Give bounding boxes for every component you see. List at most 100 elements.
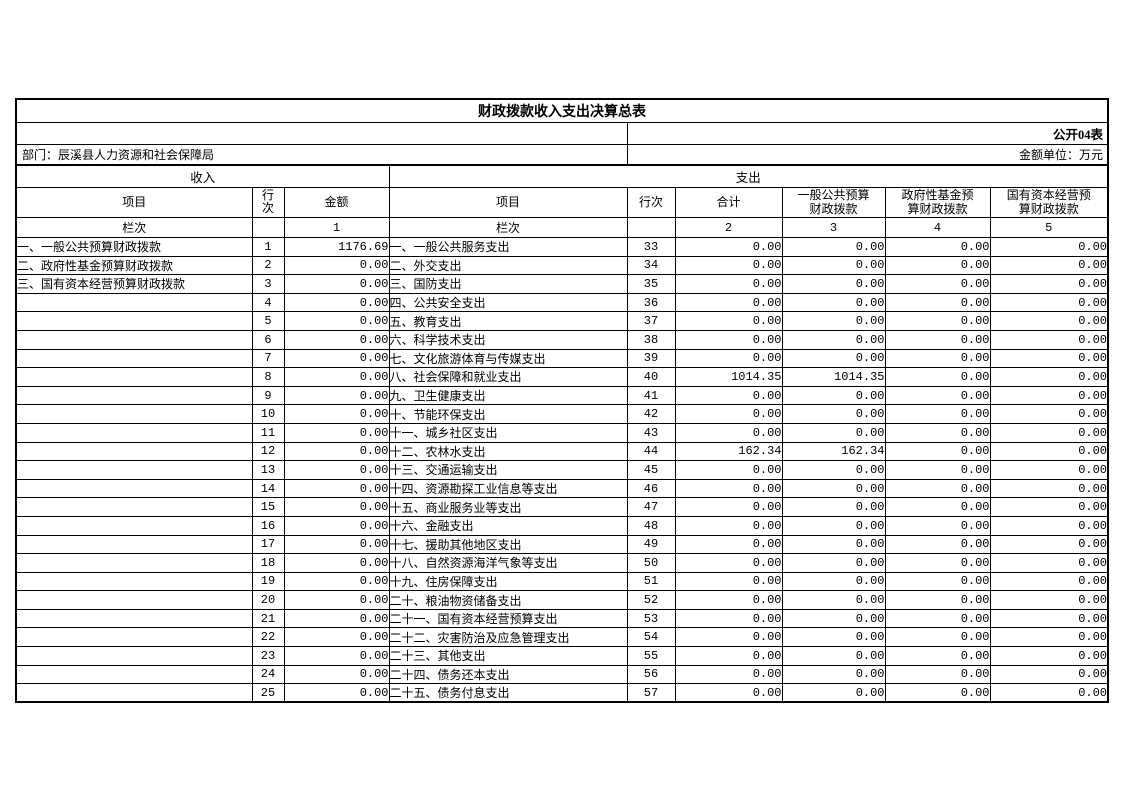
expenditure-section-header: 支出 [388, 164, 1109, 188]
income-amount-cell: 0.00 [283, 385, 390, 406]
expenditure-general-cell: 0.00 [781, 422, 886, 443]
expenditure-statecapital-header-label: 国有资本经营预算财政拨款 [1006, 188, 1091, 216]
income-amount-cell: 0.00 [283, 329, 390, 350]
income-item-cell [15, 571, 253, 592]
expenditure-item-cell: 二十、粮油物资储备支出 [388, 590, 628, 610]
income-amount-cell: 0.00 [283, 292, 390, 313]
expenditure-item-cell: 二、外交支出 [388, 255, 628, 276]
income-amount-cell: 0.00 [283, 367, 390, 387]
expenditure-govfund-cell: 0.00 [884, 274, 991, 294]
income-item-cell [15, 329, 253, 350]
table-row: 14 0.00 十四、资源勘探工业信息等支出 46 0.00 0.00 0.00 0.00 [15, 478, 1109, 499]
table-row: 16 0.00 十六、金融支出 48 0.00 0.00 0.00 0.00 [15, 515, 1109, 536]
expenditure-item-cell: 六、科学技术支出 [388, 329, 628, 350]
expenditure-general-cell: 0.00 [781, 478, 886, 499]
expenditure-item-cell: 七、文化旅游体育与传媒支出 [388, 348, 628, 369]
expenditure-total-cell: 1014.35 [674, 367, 783, 387]
expenditure-govfund-colindex: 4 [884, 217, 991, 238]
section-header-row: 收入 支出 [15, 164, 1109, 188]
expenditure-rowno-cell: 51 [626, 571, 676, 592]
expenditure-statecapital-cell: 0.00 [989, 329, 1109, 350]
expenditure-govfund-cell: 0.00 [884, 497, 991, 517]
table-row: 8 0.00 八、社会保障和就业支出 40 1014.35 1014.35 0.00 0.00 [15, 367, 1109, 387]
expenditure-govfund-cell: 0.00 [884, 329, 991, 350]
expenditure-rowno-cell: 40 [626, 367, 676, 387]
income-amount-cell: 0.00 [283, 515, 390, 536]
expenditure-general-cell: 162.34 [781, 441, 886, 462]
expenditure-item-cell: 五、教育支出 [388, 311, 628, 331]
expenditure-govfund-cell: 0.00 [884, 608, 991, 629]
income-item-cell [15, 553, 253, 573]
expenditure-general-cell: 0.00 [781, 683, 886, 703]
expenditure-total-cell: 162.34 [674, 441, 783, 462]
expenditure-total-cell: 0.00 [674, 255, 783, 276]
income-amount-cell: 0.00 [283, 534, 390, 555]
expenditure-statecapital-cell: 0.00 [989, 460, 1109, 480]
expenditure-item-cell: 十四、资源勘探工业信息等支出 [388, 478, 628, 499]
table-row: 25 0.00 二十五、债务付息支出 57 0.00 0.00 0.00 0.00 [15, 683, 1109, 703]
income-amount-cell: 0.00 [283, 274, 390, 294]
department-label: 部门：辰溪县人力资源和社会保障局 [16, 144, 628, 166]
income-item-cell [15, 441, 253, 462]
income-rowno-cell: 5 [251, 311, 285, 331]
expenditure-statecapital-cell: 0.00 [989, 274, 1109, 294]
expenditure-statecapital-cell: 0.00 [989, 311, 1109, 331]
expenditure-govfund-cell: 0.00 [884, 590, 991, 610]
expenditure-rowno-cell: 52 [626, 590, 676, 610]
income-rowno-cell: 21 [251, 608, 285, 629]
income-rowno-cell: 7 [251, 348, 285, 369]
expenditure-total-colindex: 2 [674, 217, 783, 238]
expenditure-item-cell: 二十一、国有资本经营预算支出 [388, 608, 628, 629]
income-item-header: 项目 [15, 187, 253, 218]
expenditure-total-cell: 0.00 [674, 348, 783, 369]
expenditure-statecapital-cell: 0.00 [989, 515, 1109, 536]
table-row: 21 0.00 二十一、国有资本经营预算支出 53 0.00 0.00 0.00 0.00 [15, 608, 1109, 629]
expenditure-govfund-cell: 0.00 [884, 627, 991, 648]
expenditure-govfund-cell: 0.00 [884, 404, 991, 424]
expenditure-govfund-cell: 0.00 [884, 348, 991, 369]
expenditure-total-cell: 0.00 [674, 553, 783, 573]
expenditure-rowno-cell: 39 [626, 348, 676, 369]
income-amount-cell: 0.00 [283, 646, 390, 666]
income-item-cell [15, 497, 253, 517]
expenditure-general-cell: 0.00 [781, 329, 886, 350]
income-rowno-colindex [251, 217, 285, 238]
expenditure-govfund-cell: 0.00 [884, 367, 991, 387]
expenditure-rowno-cell: 50 [626, 553, 676, 573]
table-code: 公开04表 [627, 122, 1109, 145]
income-rowno-cell: 1 [251, 237, 285, 257]
expenditure-rowno-cell: 34 [626, 255, 676, 276]
expenditure-general-cell: 0.00 [781, 646, 886, 666]
expenditure-general-header-label: 一般公共预算财政拨款 [797, 188, 870, 216]
table-row: 23 0.00 二十三、其他支出 55 0.00 0.00 0.00 0.00 [15, 646, 1109, 666]
expenditure-item-cell: 十五、商业服务业等支出 [388, 497, 628, 517]
table-row: 12 0.00 十二、农林水支出 44 162.34 162.34 0.00 0.00 [15, 441, 1109, 462]
expenditure-total-cell: 0.00 [674, 664, 783, 685]
expenditure-item-cell: 十七、援助其他地区支出 [388, 534, 628, 555]
table-code-spacer [16, 122, 628, 145]
income-rowno-header: 行次 [251, 187, 285, 218]
table-row: 10 0.00 十、节能环保支出 42 0.00 0.00 0.00 0.00 [15, 404, 1109, 424]
expenditure-total-cell: 0.00 [674, 385, 783, 406]
table-row: 13 0.00 十三、交通运输支出 45 0.00 0.00 0.00 0.00 [15, 460, 1109, 480]
expenditure-total-cell: 0.00 [674, 422, 783, 443]
expenditure-govfund-cell: 0.00 [884, 553, 991, 573]
expenditure-statecapital-cell: 0.00 [989, 646, 1109, 666]
expenditure-govfund-cell: 0.00 [884, 571, 991, 592]
expenditure-rowno-cell: 55 [626, 646, 676, 666]
expenditure-govfund-cell: 0.00 [884, 664, 991, 685]
income-rowno-cell: 6 [251, 329, 285, 350]
expenditure-rowno-cell: 56 [626, 664, 676, 685]
income-item-cell [15, 590, 253, 610]
income-amount-cell: 1176.69 [283, 237, 390, 257]
expenditure-general-cell: 0.00 [781, 348, 886, 369]
expenditure-total-cell: 0.00 [674, 683, 783, 703]
expenditure-rowno-cell: 42 [626, 404, 676, 424]
expenditure-general-cell: 0.00 [781, 608, 886, 629]
page-title: 财政拨款收入支出决算总表 [16, 99, 1109, 123]
expenditure-total-cell: 0.00 [674, 404, 783, 424]
expenditure-statecapital-cell: 0.00 [989, 404, 1109, 424]
column-index-row: 栏次 1 栏次 2 3 4 5 [15, 217, 1109, 238]
table-row: 22 0.00 二十二、灾害防治及应急管理支出 54 0.00 0.00 0.00 0.00 [15, 627, 1109, 648]
income-item-cell [15, 404, 253, 424]
